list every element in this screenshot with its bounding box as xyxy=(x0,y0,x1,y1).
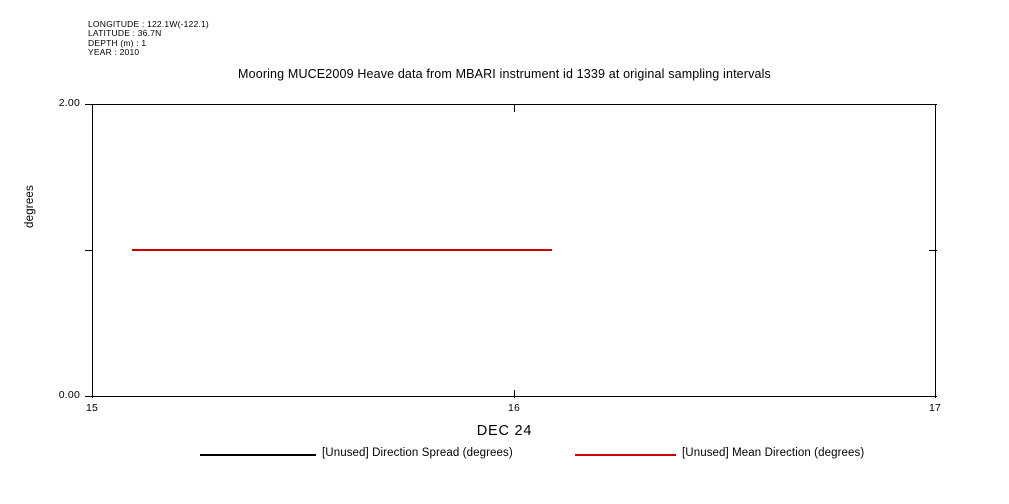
x-tick-mark xyxy=(514,390,515,398)
chart-title: Mooring MUCE2009 Heave data from MBARI i… xyxy=(238,67,771,81)
x-tick-mark-top xyxy=(514,104,515,112)
x-tick-label: 16 xyxy=(507,402,521,414)
legend-swatch-direction-spread xyxy=(200,454,316,456)
legend-swatch-mean-direction xyxy=(575,454,676,456)
legend-label-mean-direction: [Unused] Mean Direction (degrees) xyxy=(682,447,865,459)
metadata-depth: DEPTH (m) : 1 xyxy=(88,37,147,48)
y-tick-mark-right xyxy=(929,104,937,105)
y-tick-mark xyxy=(85,104,93,105)
chart-legend: [Unused] Direction Spread (degrees) [Unu… xyxy=(0,445,1009,467)
y-tick-label: 0.00 xyxy=(58,389,80,401)
x-tick-label: 15 xyxy=(85,402,99,414)
metadata-longitude: LONGITUDE : 122.1W(-122.1) xyxy=(88,19,209,29)
series-line-1 xyxy=(132,249,553,251)
y-axis-title: degrees xyxy=(24,185,36,228)
plot-area: 0.00 2.00 15 16 17 xyxy=(59,97,941,414)
x-tick-mark-top xyxy=(935,104,936,112)
metadata-block: LONGITUDE : 122.1W(-122.1) LATITUDE : 36… xyxy=(88,19,209,58)
legend-label-direction-spread: [Unused] Direction Spread (degrees) xyxy=(322,447,513,459)
x-tick-mark xyxy=(92,390,93,398)
metadata-latitude: LATITUDE : 36.7N xyxy=(88,28,162,39)
y-tick-mark-right xyxy=(929,396,937,397)
x-tick-label: 17 xyxy=(928,402,942,414)
x-tick-mark-top xyxy=(92,104,93,112)
x-axis-title: DEC 24 xyxy=(476,423,533,439)
y-tick-label: 2.00 xyxy=(58,97,80,109)
y-tick-mark xyxy=(85,396,93,397)
metadata-year: YEAR : 2010 xyxy=(88,47,140,58)
y-tick-mark xyxy=(85,250,93,251)
y-tick-mark-right xyxy=(929,250,937,251)
x-tick-mark xyxy=(935,390,936,398)
